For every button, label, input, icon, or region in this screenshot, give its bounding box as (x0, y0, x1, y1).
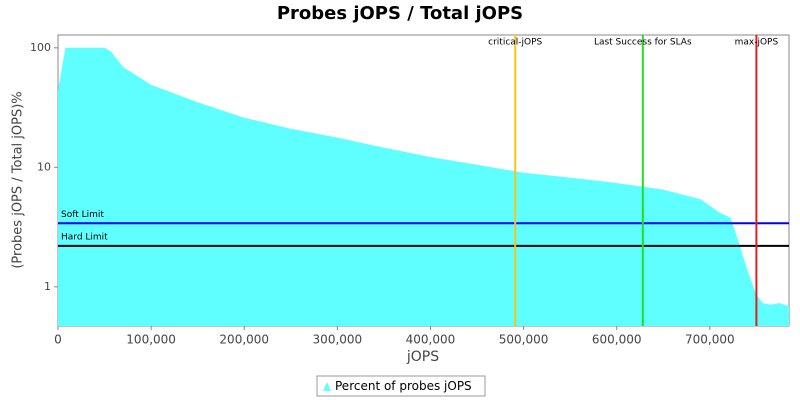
x-tick-label: 200,000 (219, 333, 269, 347)
legend-label: Percent of probes jOPS (335, 379, 472, 393)
legend-marker (323, 382, 331, 391)
marker-label: max-jOPS (735, 38, 779, 48)
x-axis-label: jOPS (406, 349, 439, 365)
x-tick-label: 700,000 (685, 333, 735, 347)
x-tick-label: 0 (54, 333, 62, 347)
marker-label: critical-jOPS (488, 38, 542, 48)
threshold-label: Hard Limit (61, 232, 108, 242)
y-axis-label: (Probes jOPS / Total jOPS)% (11, 91, 26, 268)
x-tick-label: 400,000 (406, 333, 456, 347)
threshold-label: Soft Limit (61, 210, 104, 220)
y-tick-label: 1 (44, 280, 51, 293)
y-tick-label: 100 (30, 41, 51, 54)
y-tick-label: 10 (37, 160, 51, 173)
x-tick-label: 100,000 (126, 333, 176, 347)
legend-box (316, 375, 486, 397)
x-tick-label: 500,000 (499, 333, 549, 347)
marker-label: Last Success for SLAs (594, 38, 692, 48)
chart-title: Probes jOPS / Total jOPS (277, 3, 523, 24)
x-tick-label: 300,000 (313, 333, 363, 347)
x-tick-label: 600,000 (592, 333, 642, 347)
area (58, 47, 789, 327)
